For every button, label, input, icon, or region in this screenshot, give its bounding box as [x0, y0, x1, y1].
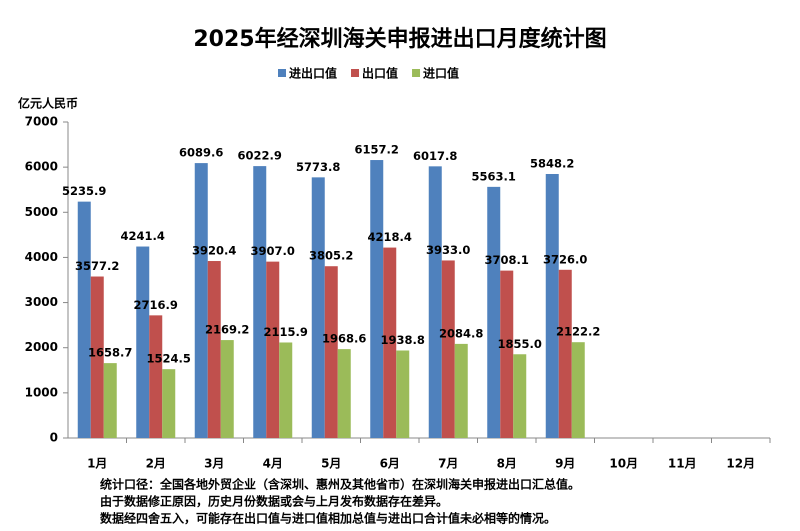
- bar: [311, 177, 325, 438]
- chart-title: 2025年经深圳海关申报进出口月度统计图: [193, 26, 606, 52]
- bar: [558, 269, 572, 438]
- data-label: 4241.4: [121, 229, 165, 243]
- x-tick-label: 11月: [668, 457, 697, 471]
- y-tick-label: 5000: [25, 205, 58, 219]
- data-label: 3577.2: [75, 259, 119, 273]
- x-tick-label: 6月: [380, 457, 400, 471]
- legend-swatch: [351, 69, 360, 77]
- legend-label: 进口值: [423, 66, 459, 81]
- data-label: 6017.8: [413, 149, 457, 163]
- x-tick-label: 2月: [146, 457, 166, 471]
- bar: [454, 343, 468, 438]
- bar: [396, 350, 410, 438]
- footnote: 由于数据修正原因，历史月份数据或会与上月发布数据存在差异。: [100, 494, 448, 509]
- x-tick-label: 1月: [87, 457, 107, 471]
- x-tick-label: 5月: [321, 457, 341, 471]
- y-tick-label: 0: [50, 431, 58, 445]
- y-tick-label: 1000: [25, 385, 58, 399]
- y-tick-label: 2000: [25, 340, 58, 354]
- data-label: 2115.9: [264, 325, 308, 339]
- data-label: 3933.0: [426, 243, 470, 257]
- bar: [253, 166, 267, 439]
- bar: [324, 266, 338, 438]
- data-label: 1938.8: [381, 333, 425, 347]
- data-label: 5773.8: [296, 160, 340, 174]
- bar: [266, 261, 280, 438]
- x-tick-label: 3月: [204, 457, 224, 471]
- data-label: 1658.7: [88, 346, 132, 360]
- bar: [571, 342, 585, 438]
- x-tick-label: 7月: [438, 457, 458, 471]
- x-tick-label: 4月: [263, 457, 283, 471]
- data-label: 1968.6: [322, 332, 366, 346]
- data-label: 5848.2: [530, 156, 574, 170]
- data-label: 3907.0: [251, 244, 295, 258]
- bar: [500, 270, 514, 438]
- y-tick-label: 6000: [25, 160, 58, 174]
- data-label: 1855.0: [498, 337, 542, 351]
- legend-label: 出口值: [362, 66, 398, 81]
- legend-label: 进出口值: [289, 66, 337, 81]
- data-label: 6022.9: [238, 149, 282, 163]
- bar: [487, 186, 501, 438]
- data-label: 3805.2: [309, 249, 353, 263]
- data-label: 5563.1: [472, 169, 516, 183]
- data-label: 2122.2: [556, 325, 600, 339]
- data-label: 6157.2: [355, 143, 399, 157]
- bar: [337, 349, 351, 438]
- bar: [545, 173, 559, 438]
- x-tick-label: 8月: [497, 457, 517, 471]
- x-tick-label: 9月: [555, 457, 575, 471]
- bar: [428, 166, 442, 439]
- bar: [162, 369, 176, 438]
- data-label: 1524.5: [147, 352, 191, 366]
- bar: [279, 342, 293, 438]
- bar: [370, 160, 384, 439]
- y-tick-label: 3000: [25, 295, 58, 309]
- data-label: 6089.6: [179, 146, 223, 160]
- y-tick-label: 4000: [25, 250, 58, 264]
- data-label: 2084.8: [439, 326, 483, 340]
- data-label: 3726.0: [543, 252, 587, 266]
- bar: [207, 261, 221, 438]
- bar: [513, 354, 527, 438]
- data-label: 2169.2: [205, 323, 249, 337]
- bar: [383, 247, 397, 438]
- y-axis-label: 亿元人民币: [18, 96, 78, 111]
- legend-swatch: [412, 69, 421, 77]
- bar: [103, 363, 117, 438]
- x-tick-label: 10月: [609, 457, 638, 471]
- data-label: 3920.4: [192, 244, 236, 258]
- footnote: 数据经四舍五入，可能存在出口值与进口值相加总值与进出口合计值未必相等的情况。: [100, 511, 556, 526]
- data-label: 2716.9: [134, 298, 178, 312]
- y-tick-label: 7000: [25, 115, 58, 129]
- bar: [441, 260, 455, 438]
- data-label: 5235.9: [62, 184, 106, 198]
- bar: [90, 276, 104, 438]
- bar: [194, 163, 208, 438]
- data-label: 4218.4: [368, 230, 412, 244]
- bar: [77, 201, 91, 438]
- x-tick-label: 12月: [726, 457, 755, 471]
- data-label: 3708.1: [485, 253, 529, 267]
- bar: [136, 246, 150, 438]
- bar: [149, 315, 163, 438]
- footnote: 统计口径：全国各地外贸企业（含深圳、惠州及其他省市）在深圳海关申报进出口汇总值。: [100, 477, 580, 492]
- legend-swatch: [278, 69, 286, 77]
- bar: [220, 340, 234, 438]
